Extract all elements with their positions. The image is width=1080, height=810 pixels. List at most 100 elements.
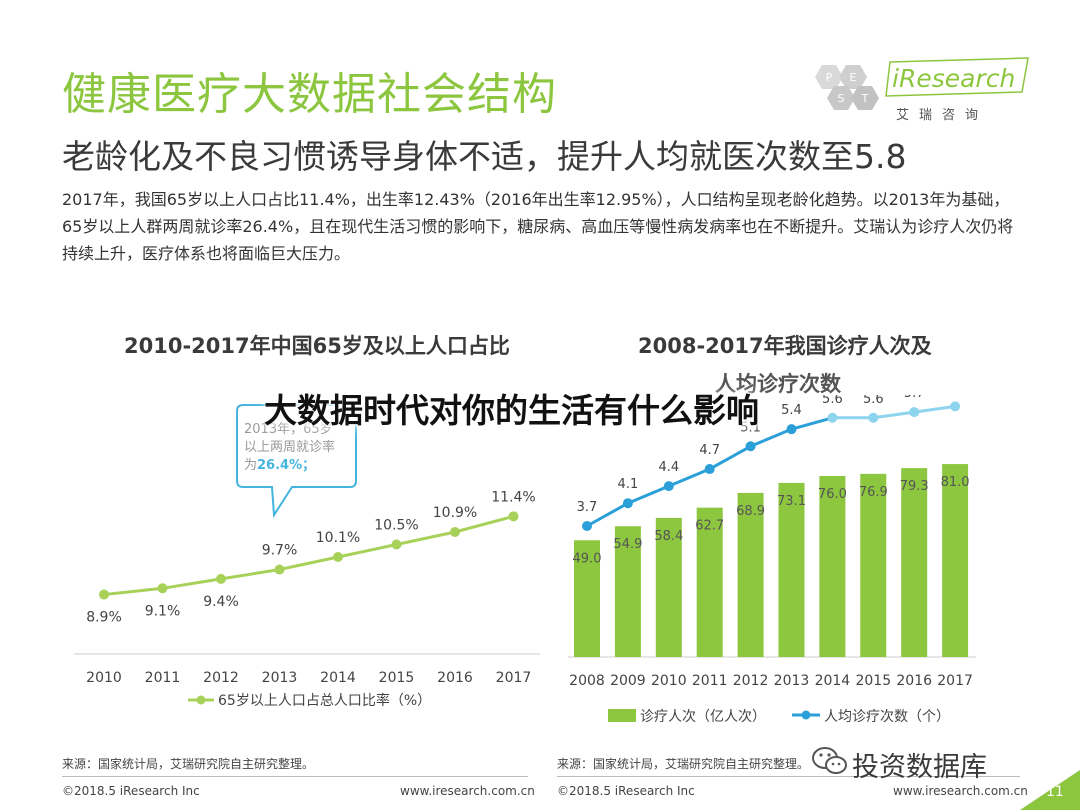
- data-label: 5.1: [740, 420, 761, 435]
- data-point: [333, 552, 343, 563]
- bar-value-label: 79.3: [900, 479, 929, 494]
- data-point: [508, 511, 519, 522]
- data-label: 10.1%: [316, 530, 360, 546]
- x-tick-label: 2017: [496, 670, 532, 686]
- data-point: [99, 589, 109, 600]
- data-label: 3.7: [577, 500, 598, 515]
- left-source: 来源：国家统计局，艾瑞研究院自主研究整理。: [62, 757, 315, 771]
- data-point: [157, 583, 168, 594]
- series-line-segment: [586, 501, 629, 528]
- bar-value-label: 58.4: [654, 529, 683, 544]
- left-line-chart: 2013年，65岁 以上两周就诊率 为26.4%； 8.9% 9.1% 9.4% 9.…: [74, 404, 540, 709]
- x-tick-label: 2012: [733, 673, 769, 689]
- x-tick-label: 2016: [437, 670, 473, 686]
- x-tick-label: 2010: [651, 673, 687, 689]
- x-tick-label: 2015: [855, 673, 891, 689]
- data-label: 5.4: [781, 403, 802, 418]
- x-tick-label: 2016: [896, 673, 932, 689]
- data-label: 4.4: [658, 460, 679, 475]
- data-point: [786, 424, 797, 435]
- data-point: [622, 498, 633, 509]
- bar: [860, 473, 887, 657]
- brand-logo-text: iResearch: [892, 64, 1016, 93]
- wechat-icon: [812, 747, 847, 774]
- x-tick-label: 2008: [569, 673, 605, 689]
- legend-marker: [801, 710, 811, 720]
- logo-banner-icon: [885, 57, 1029, 97]
- right-footer-divider: [557, 776, 1020, 777]
- slide-subtitle: 老龄化及不良习惯诱导身体不适，提升人均就医次数至5.8: [62, 137, 907, 176]
- x-tick-label: 2009: [610, 673, 646, 689]
- pest-letter: P: [826, 71, 833, 84]
- callout-line: 为26.4%；: [244, 458, 315, 473]
- x-tick-label: 2013: [774, 673, 810, 689]
- legend-bar-swatch: [608, 709, 636, 722]
- legend-label: 人均诊疗次数（个）: [824, 709, 950, 725]
- series-line-segment: [627, 484, 670, 505]
- data-label: 4.7: [699, 443, 720, 458]
- data-point: [663, 481, 674, 492]
- x-tick-label: 2011: [145, 670, 181, 686]
- left-footer-divider: [62, 776, 528, 777]
- right-url: www.iresearch.com.cn: [893, 784, 1028, 798]
- pest-letter: S: [838, 92, 845, 105]
- bar: [574, 540, 600, 657]
- data-label: 9.4%: [203, 594, 239, 610]
- bar-value-label: 76.0: [818, 487, 847, 502]
- watermark-text: 投资数据库: [852, 752, 987, 783]
- series-line-segment: [791, 416, 833, 431]
- x-tick-label: 2011: [692, 673, 728, 689]
- pest-logo-icon: P E S T: [815, 65, 879, 110]
- right-chart-title: 2008-2017年我国诊疗人次及: [638, 334, 932, 358]
- pest-letter: E: [850, 71, 857, 84]
- pest-letter: T: [861, 92, 869, 105]
- left-url: www.iresearch.com.cn: [400, 784, 535, 798]
- callout-line: 以上两周就诊率: [244, 439, 335, 455]
- right-chart-title-line2: 人均诊疗次数: [715, 372, 841, 396]
- bar-value-label: 76.9: [859, 485, 888, 500]
- series-line-segment: [668, 467, 711, 488]
- bar-value-label: 54.9: [613, 537, 642, 552]
- x-tick-label: 2013: [262, 670, 298, 686]
- brand-logo-subtext: 艾瑞咨询: [896, 108, 989, 123]
- data-point: [274, 564, 285, 575]
- x-tick-label: 2017: [937, 673, 973, 689]
- data-point: [827, 412, 838, 423]
- bar: [778, 482, 805, 657]
- data-label: 9.7%: [262, 543, 298, 559]
- data-label: 5.7: [904, 395, 925, 401]
- bar: [696, 507, 723, 657]
- bar-value-label: 62.7: [695, 519, 724, 534]
- right-combo-chart: 49.0 54.9 58.4 62.7 68.9 73.1 76.0 76.9 79.3 81.0…: [568, 395, 976, 725]
- bar-value-label: 68.9: [736, 504, 765, 519]
- legend-label: 65岁以上人口占总人口比率（%）: [218, 692, 431, 709]
- bar: [614, 526, 641, 657]
- slide-summary: 2017年，我国65岁以上人口占比11.4%，出生率12.43%（2016年出生…: [62, 190, 1014, 263]
- series-line-segment: [873, 410, 915, 420]
- left-chart-title: 2010-2017年中国65岁及以上人口占比: [124, 334, 510, 358]
- bar: [655, 517, 682, 657]
- left-copyright: ©2018.5 iResearch Inc: [62, 784, 200, 798]
- data-label: 8.9%: [86, 610, 122, 626]
- data-point: [391, 539, 402, 550]
- series-line: [103, 514, 514, 597]
- bar: [737, 492, 764, 657]
- legend-marker: [196, 695, 206, 705]
- overlay-headline: 大数据时代对你的生活有什么影响: [264, 391, 759, 430]
- data-point: [216, 573, 226, 584]
- x-tick-label: 2015: [379, 670, 415, 686]
- data-point: [704, 464, 715, 475]
- page-number: 11: [1046, 784, 1064, 800]
- bar-value-label: 49.0: [573, 551, 602, 566]
- legend-label: 诊疗人次（亿人次）: [640, 709, 766, 725]
- data-label: 5.6: [822, 395, 843, 407]
- series-line-segment: [750, 427, 793, 448]
- bar: [942, 464, 969, 657]
- data-label: 5.6: [863, 395, 884, 407]
- bar: [819, 475, 846, 657]
- right-copyright: ©2018.5 iResearch Inc: [557, 784, 695, 798]
- callout-line: 2013年，65岁: [244, 422, 333, 437]
- data-point: [909, 407, 920, 418]
- x-tick-label: 2014: [320, 670, 356, 686]
- data-point: [868, 412, 879, 423]
